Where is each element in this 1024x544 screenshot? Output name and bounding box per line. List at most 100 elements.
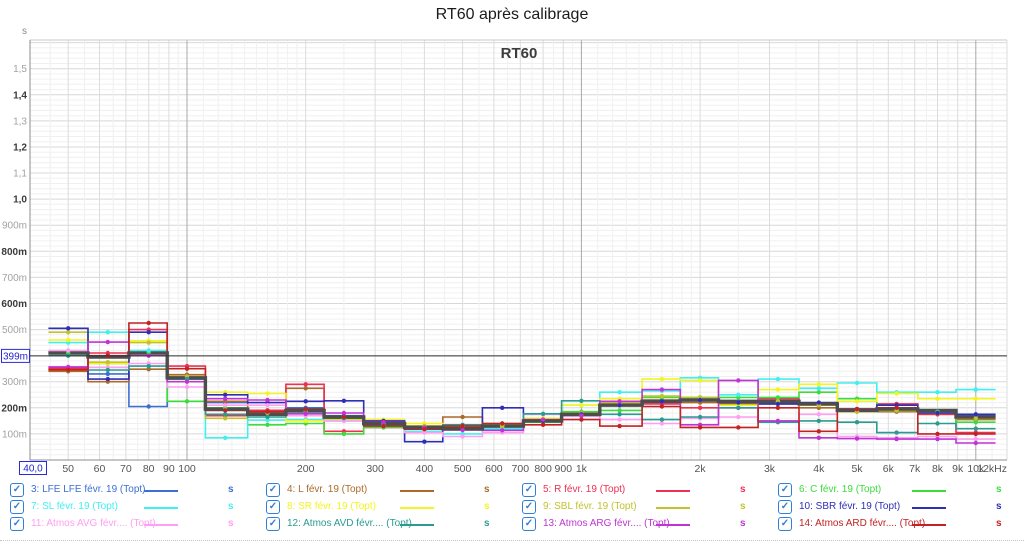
checkbox-checked-icon[interactable]: ✓ bbox=[778, 500, 792, 514]
data-point bbox=[500, 405, 505, 410]
data-point bbox=[736, 414, 741, 420]
checkbox-checked-icon[interactable]: ✓ bbox=[522, 500, 536, 514]
legend-series-label: 8: SR févr. 19 (Topt) bbox=[287, 501, 376, 512]
data-point bbox=[659, 387, 665, 392]
legend-unit-label: s bbox=[996, 484, 1002, 495]
x-tick-label: 400 bbox=[416, 463, 434, 475]
legend-item-3[interactable]: ✓ 3: LFE LFE févr. 19 (Topt) s bbox=[4, 483, 260, 498]
checkbox-checked-icon[interactable]: ✓ bbox=[10, 483, 24, 497]
legend-item-4[interactable]: ✓ 4: L févr. 19 (Topt) s bbox=[260, 483, 516, 498]
data-point bbox=[66, 337, 71, 343]
x-tick-label: 10k bbox=[967, 463, 985, 475]
rt60-chart-plot[interactable]: 1,5 1,4 1,3 1,2 1,1 1,0 900m 800m 700m 600m 500m 30… bbox=[0, 0, 1024, 480]
legend-item-6[interactable]: ✓ 6: C févr. 19 (Topt) s bbox=[772, 483, 1024, 498]
data-point bbox=[894, 405, 899, 410]
data-point bbox=[816, 382, 821, 387]
chart-inner-title: RT60 bbox=[501, 45, 538, 62]
legend-item-13[interactable]: ✓ 13: Atmos ARG févr.... (Topt) s bbox=[516, 517, 772, 532]
data-point bbox=[659, 393, 665, 399]
series-color-swatch bbox=[400, 490, 434, 492]
data-point bbox=[223, 403, 228, 408]
y-tick-label: 1,3 bbox=[13, 116, 27, 127]
series-color-swatch bbox=[912, 524, 946, 526]
legend-unit-label: s bbox=[228, 501, 234, 512]
legend-item-9[interactable]: ✓ 9: SBL févr. 19 (Topt) s bbox=[516, 500, 772, 515]
checkbox-checked-icon[interactable]: ✓ bbox=[10, 517, 24, 531]
data-point bbox=[105, 330, 111, 335]
legend-series-label: 5: R févr. 19 (Topt) bbox=[543, 484, 626, 495]
x-tick-label: 3k bbox=[764, 463, 776, 475]
data-point bbox=[265, 417, 270, 423]
x-tick-label: 12kHz bbox=[977, 463, 1007, 475]
checkbox-checked-icon[interactable]: ✓ bbox=[778, 483, 792, 497]
data-point bbox=[816, 418, 821, 424]
data-point bbox=[973, 412, 978, 417]
data-point bbox=[935, 431, 940, 437]
series-color-swatch bbox=[400, 524, 434, 526]
checkbox-checked-icon[interactable]: ✓ bbox=[10, 500, 24, 514]
legend-unit-label: s bbox=[740, 501, 746, 512]
data-point bbox=[816, 390, 821, 395]
legend-item-5[interactable]: ✓ 5: R févr. 19 (Topt) s bbox=[516, 483, 772, 498]
data-point bbox=[265, 403, 270, 408]
data-point bbox=[303, 382, 308, 387]
checkbox-checked-icon[interactable]: ✓ bbox=[266, 483, 280, 497]
data-point bbox=[146, 340, 151, 345]
checkbox-checked-icon[interactable]: ✓ bbox=[522, 483, 536, 497]
data-point bbox=[579, 417, 584, 422]
data-point bbox=[973, 436, 978, 442]
data-point bbox=[105, 371, 111, 377]
data-point bbox=[659, 399, 665, 404]
data-point bbox=[303, 399, 308, 404]
legend-item-7[interactable]: ✓ 7: SL févr. 19 (Topt) s bbox=[4, 500, 260, 515]
data-point bbox=[579, 413, 584, 418]
x-tick-label: 800 bbox=[534, 463, 552, 475]
checkbox-checked-icon[interactable]: ✓ bbox=[266, 517, 280, 531]
checkbox-checked-icon[interactable]: ✓ bbox=[266, 500, 280, 514]
data-point bbox=[775, 395, 781, 400]
data-point bbox=[540, 422, 546, 427]
series-color-swatch bbox=[144, 507, 178, 509]
data-point bbox=[579, 398, 584, 403]
series-color-swatch bbox=[400, 507, 434, 509]
data-point bbox=[265, 397, 270, 403]
average-trace-line bbox=[48, 351, 996, 431]
legend-unit-label: s bbox=[996, 501, 1002, 512]
data-point bbox=[854, 380, 860, 386]
data-point bbox=[697, 425, 703, 430]
legend-item-10[interactable]: ✓ 10: SBR févr. 19 (Topt) s bbox=[772, 500, 1024, 515]
legend-unit-label: s bbox=[740, 484, 746, 495]
data-point bbox=[697, 414, 703, 420]
data-point bbox=[105, 367, 111, 373]
legend-item-11[interactable]: ✓ 11: Atmos AVG févr.... (Topt) s bbox=[4, 517, 260, 532]
data-point bbox=[816, 386, 821, 391]
legend-item-8[interactable]: ✓ 8: SR févr. 19 (Topt) s bbox=[260, 500, 516, 515]
data-point bbox=[736, 405, 741, 410]
legend-unit-label: s bbox=[484, 518, 490, 529]
data-point bbox=[223, 435, 228, 440]
cursor[interactable]: 399m 40,0 bbox=[1, 348, 1008, 475]
data-point bbox=[66, 367, 71, 372]
legend-item-12[interactable]: ✓ 12: Atmos AVD févr.... (Topt) s bbox=[260, 517, 516, 532]
checkbox-checked-icon[interactable]: ✓ bbox=[522, 517, 536, 531]
data-point bbox=[617, 412, 622, 417]
checkbox-checked-icon[interactable]: ✓ bbox=[778, 517, 792, 531]
series-color-swatch bbox=[656, 490, 690, 492]
data-point bbox=[540, 417, 546, 422]
data-point bbox=[460, 423, 465, 429]
data-point bbox=[736, 378, 741, 383]
x-tick-label: 700 bbox=[512, 463, 530, 475]
data-point bbox=[935, 396, 940, 401]
legend-item-14[interactable]: ✓ 14: Atmos ARD févr.... (Topt) s bbox=[772, 517, 1024, 532]
series-color-swatch bbox=[912, 507, 946, 509]
data-point bbox=[617, 399, 622, 404]
data-point bbox=[184, 399, 190, 404]
data-point bbox=[184, 384, 190, 390]
legend-series-label: 6: C févr. 19 (Topt) bbox=[799, 484, 882, 495]
data-point bbox=[303, 418, 308, 424]
data-point bbox=[105, 360, 111, 365]
data-point bbox=[146, 367, 151, 372]
data-point bbox=[460, 434, 465, 439]
data-point bbox=[736, 425, 741, 430]
data-point bbox=[265, 391, 270, 396]
